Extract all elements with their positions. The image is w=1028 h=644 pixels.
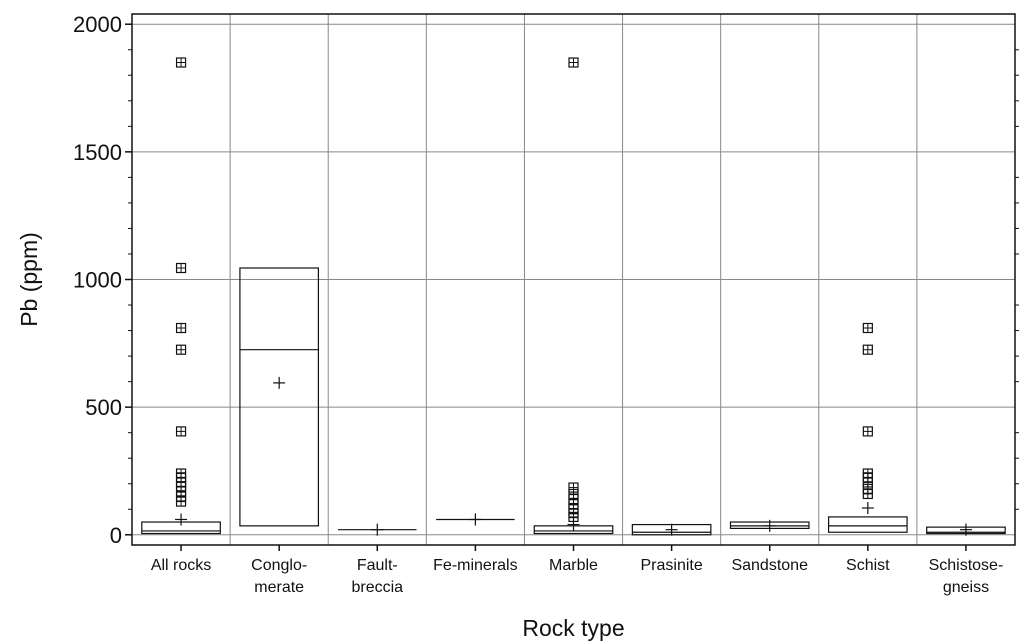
box-5: [631, 523, 712, 536]
x-tick-label: All rocks: [151, 557, 211, 574]
y-tick-label: 0: [110, 523, 122, 548]
y-tick-label: 1500: [73, 140, 122, 165]
grid-lines: [132, 14, 1015, 545]
box-6: [729, 519, 810, 532]
x-tick-label: Schistose-gneiss: [929, 557, 1004, 596]
box-4: [533, 57, 614, 535]
x-tick-label: Marble: [549, 557, 598, 574]
x-tick-label: Schist: [846, 557, 890, 574]
x-tick-label-line: Fe-minerals: [433, 557, 517, 574]
y-tick-label: 500: [85, 395, 122, 420]
x-tick-label: Conglo-merate: [251, 557, 307, 596]
y-tick-label: 2000: [73, 12, 122, 37]
box-3: [436, 513, 515, 526]
box-8: [926, 523, 1006, 536]
box-0: [141, 57, 221, 535]
x-tick-label-line: Conglo-: [251, 557, 307, 574]
x-tick-label-line: All rocks: [151, 557, 211, 574]
boxes-layer: [141, 57, 1006, 536]
x-tick-label-line: Prasinite: [640, 557, 702, 574]
box-7: [827, 322, 908, 533]
box-iqr: [239, 267, 320, 527]
x-tick-label-line: gneiss: [943, 579, 989, 596]
x-tick-label-line: Sandstone: [731, 557, 808, 574]
box-1: [239, 267, 320, 527]
x-tick-label: Sandstone: [731, 557, 808, 574]
box-2: [338, 523, 417, 536]
y-tick-label: 1000: [73, 268, 122, 293]
x-axis-title: Rock type: [522, 615, 624, 641]
x-tick-label-line: breccia: [351, 579, 403, 596]
y-axis-title: Pb (ppm): [16, 232, 42, 327]
x-tick-label: Prasinite: [640, 557, 702, 574]
x-tick-label-line: Fault-: [357, 557, 398, 574]
x-tick-label: Fe-minerals: [433, 557, 517, 574]
tick-labels: 0 500 1000 1500 2000 All rocks Conglo-merate Fa…: [73, 12, 1019, 596]
x-tick-label-line: merate: [254, 579, 304, 596]
x-tick-label-line: Marble: [549, 557, 598, 574]
x-tick-label-line: Schistose-: [929, 557, 1004, 574]
x-tick-label-line: Schist: [846, 557, 890, 574]
box-iqr: [827, 516, 908, 533]
x-tick-label: Fault-breccia: [351, 557, 403, 596]
